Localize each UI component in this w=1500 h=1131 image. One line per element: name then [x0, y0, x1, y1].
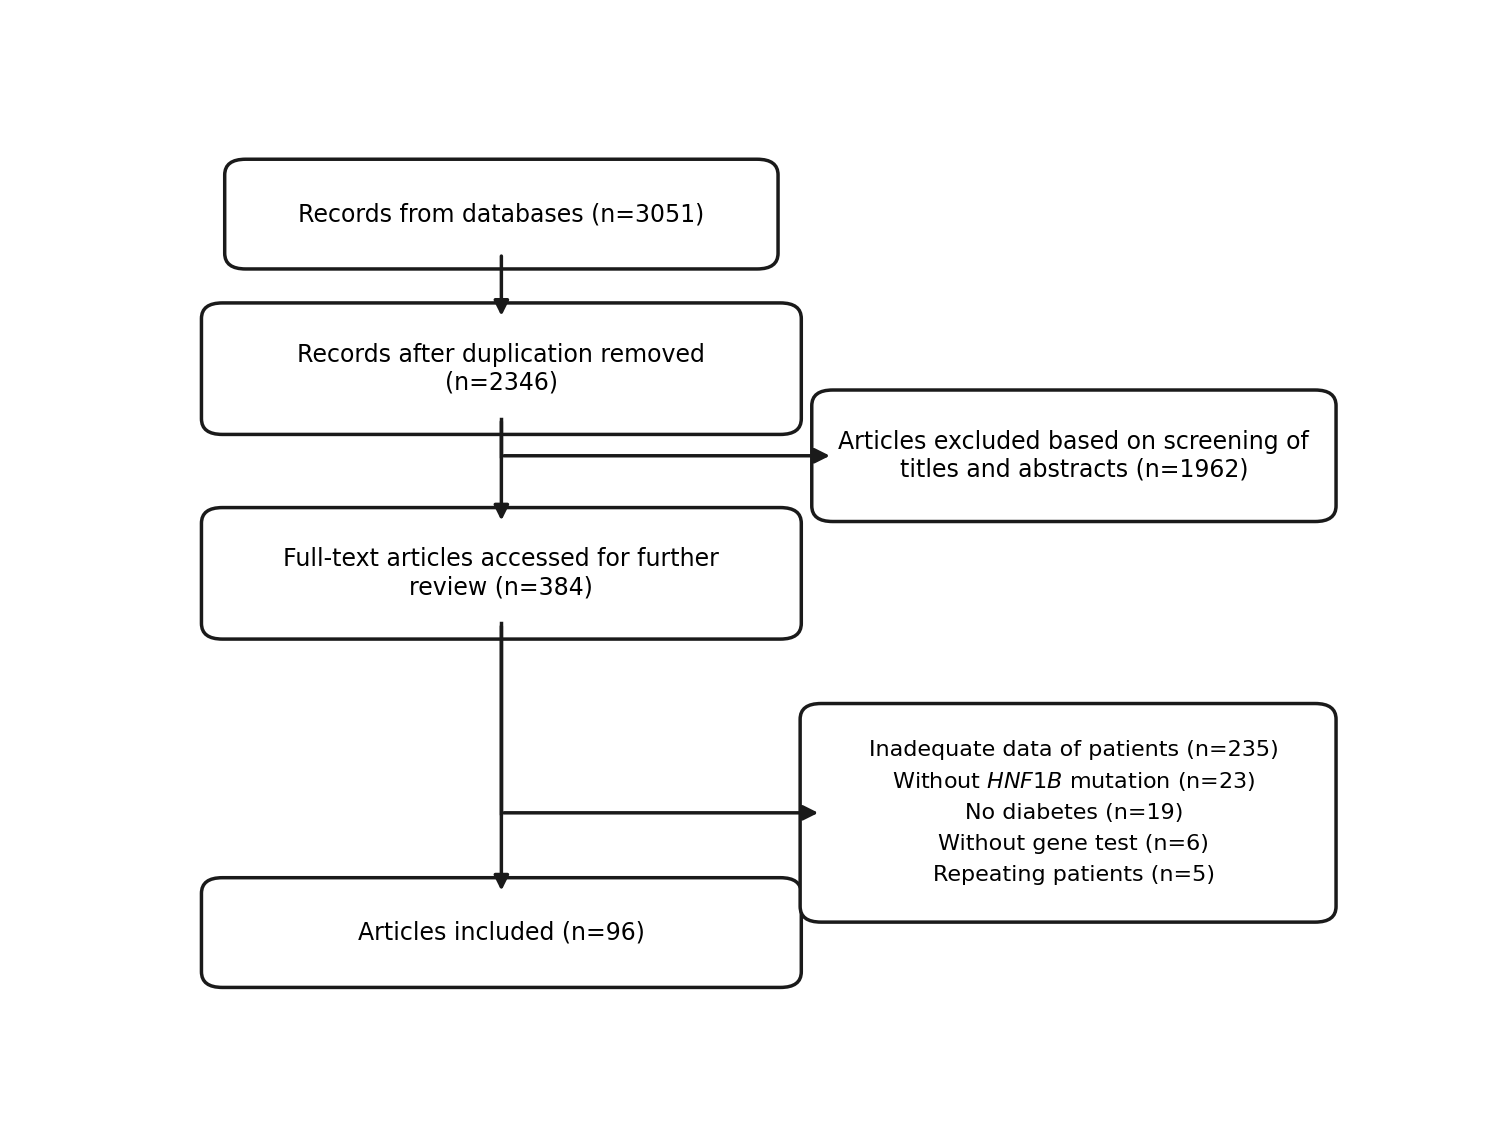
Text: Without $\mathit{HNF1B}$ mutation (n=23): Without $\mathit{HNF1B}$ mutation (n=23) [892, 770, 1256, 793]
Text: Inadequate data of patients (n=235): Inadequate data of patients (n=235) [868, 741, 1280, 760]
Text: Repeating patients (n=5): Repeating patients (n=5) [933, 865, 1215, 886]
Text: Without gene test (n=6): Without gene test (n=6) [939, 834, 1209, 854]
FancyBboxPatch shape [201, 303, 801, 434]
FancyBboxPatch shape [201, 878, 801, 987]
FancyBboxPatch shape [812, 390, 1336, 521]
Text: Articles excluded based on screening of
titles and abstracts (n=1962): Articles excluded based on screening of … [839, 430, 1310, 482]
FancyBboxPatch shape [225, 159, 778, 269]
Text: Records from databases (n=3051): Records from databases (n=3051) [298, 202, 705, 226]
FancyBboxPatch shape [800, 703, 1336, 922]
Text: No diabetes (n=19): No diabetes (n=19) [964, 803, 1184, 823]
FancyBboxPatch shape [201, 508, 801, 639]
Text: Articles included (n=96): Articles included (n=96) [358, 921, 645, 944]
Text: Records after duplication removed
(n=2346): Records after duplication removed (n=234… [297, 343, 705, 395]
Text: Full-text articles accessed for further
review (n=384): Full-text articles accessed for further … [284, 547, 720, 599]
